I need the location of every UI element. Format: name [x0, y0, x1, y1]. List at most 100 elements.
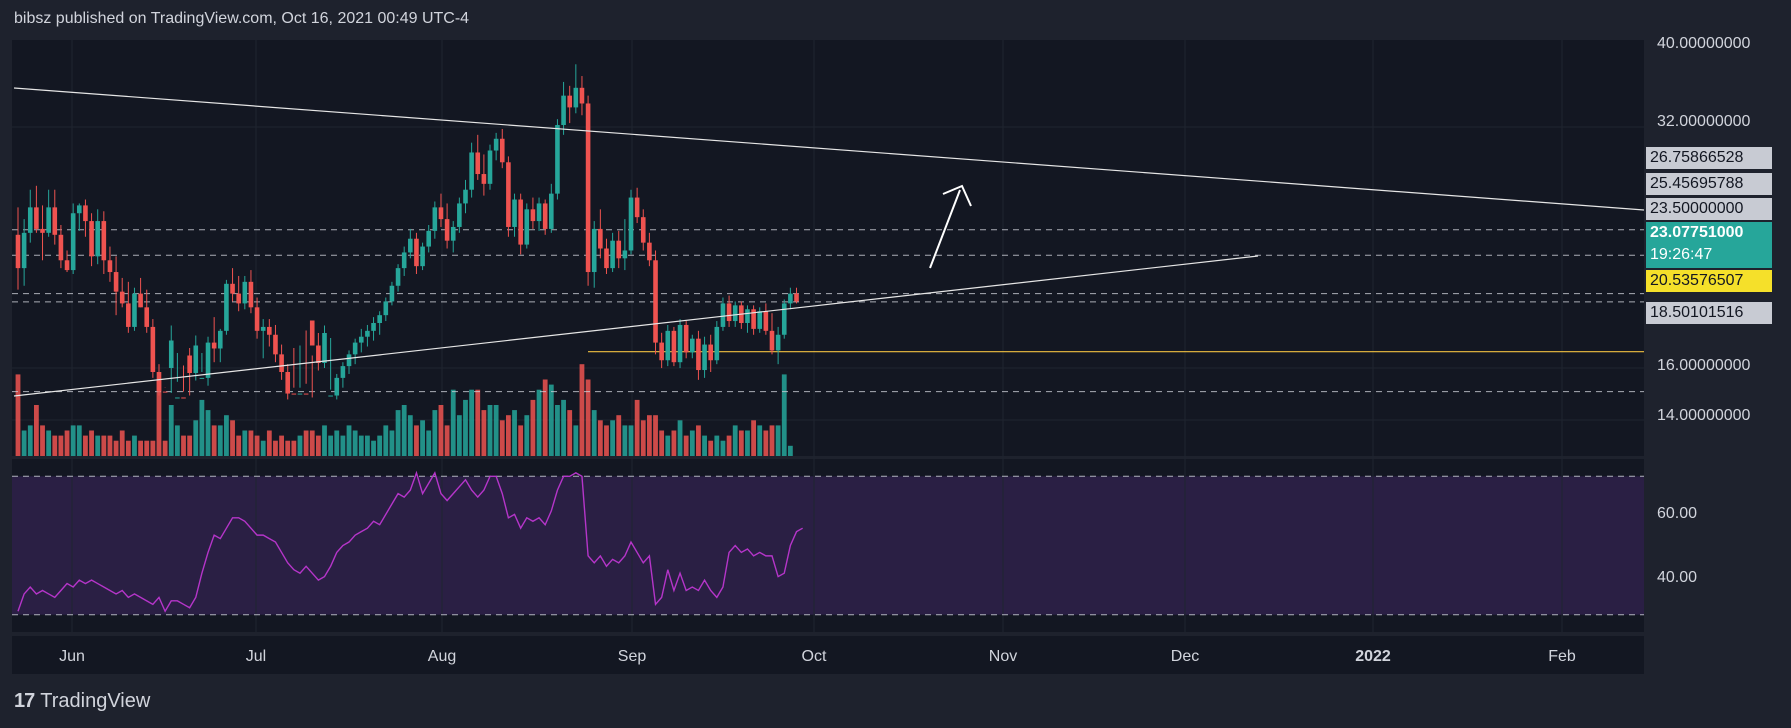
price-label-26: 26.75866528: [1646, 147, 1772, 169]
volume-bar: [751, 420, 756, 456]
candle-body: [150, 326, 156, 372]
publish-header: bibsz published on TradingView.com, Oct …: [14, 10, 470, 27]
candle-body: [389, 285, 395, 302]
candle-body: [677, 324, 683, 363]
current-price-label: 23.07751000 19:26:47: [1646, 222, 1772, 268]
candle-body: [696, 338, 701, 371]
candle-body: [438, 207, 444, 220]
candle-body: [199, 377, 205, 379]
candle-body: [303, 393, 309, 395]
volume-bar: [757, 425, 763, 456]
candle-body: [450, 226, 456, 241]
volume-bar: [174, 425, 180, 456]
volume-bar: [107, 435, 113, 456]
candle-body: [598, 228, 603, 249]
tradingview-logo[interactable]: 17 TradingView: [14, 690, 150, 713]
candle-body: [334, 377, 340, 396]
candle-body: [549, 193, 554, 229]
volume-bar: [463, 399, 468, 456]
candle-body: [132, 293, 137, 327]
volume-bar: [622, 425, 628, 456]
candle-body: [77, 205, 82, 214]
volume-bar: [76, 425, 82, 456]
volume-bar: [738, 430, 744, 456]
volume-bar: [279, 435, 284, 456]
volume-bar: [702, 435, 707, 456]
time-label: 2022: [1355, 648, 1391, 665]
candle-body: [683, 324, 689, 353]
volume-bar: [671, 430, 677, 456]
candle-body: [126, 303, 131, 327]
rsi-axis[interactable]: 60.00 40.00: [1657, 505, 1697, 586]
resistance-trendline: [13, 87, 1645, 211]
candle-body: [285, 372, 291, 394]
candle-body: [383, 301, 389, 316]
volume-bar: [530, 399, 536, 456]
candle-body: [309, 320, 315, 346]
volume-bar: [579, 364, 585, 456]
candle-body: [579, 87, 585, 104]
candle-body: [732, 305, 738, 322]
volume-bar: [193, 420, 199, 456]
volume-bar: [640, 420, 646, 456]
volume-bar: [27, 425, 33, 456]
volume-bar: [585, 379, 591, 456]
candle-body: [745, 309, 750, 323]
volume-bar: [46, 430, 52, 456]
main-pane[interactable]: [12, 40, 1644, 456]
volume-bar: [254, 435, 260, 456]
volume-bar: [616, 415, 622, 456]
candle-body: [408, 238, 413, 253]
volume-bar: [371, 440, 376, 456]
volume-bar: [610, 420, 616, 456]
candle-body: [187, 355, 192, 373]
volume-bar: [113, 440, 119, 456]
volume-bar: [144, 440, 150, 456]
projection-arrow[interactable]: [929, 184, 972, 269]
candle-body: [665, 330, 671, 361]
candle-body: [512, 199, 517, 227]
candle-body: [469, 152, 474, 190]
volume-bar: [597, 420, 603, 456]
trendlines[interactable]: [13, 87, 1645, 397]
volume-bar: [328, 435, 334, 456]
candle-body: [340, 366, 346, 378]
volume-bar: [58, 435, 64, 456]
volume-bar: [83, 435, 88, 456]
candle-body: [640, 217, 646, 243]
candle-body: [52, 207, 58, 235]
volume-bar: [187, 435, 193, 456]
candle-body: [217, 330, 223, 349]
arrow-shaft: [929, 189, 961, 269]
candle-body: [751, 309, 756, 329]
candle-body: [726, 303, 732, 322]
candle-body: [95, 221, 100, 257]
volume-bar: [665, 435, 671, 456]
candle-body: [107, 260, 113, 273]
price-axis[interactable]: 40.00000000 32.00000000 16.00000000 14.0…: [1657, 35, 1751, 424]
candle-body: [757, 311, 763, 329]
volume-bar: [365, 435, 370, 456]
volume-bar: [646, 415, 652, 456]
candle-body: [395, 268, 401, 286]
candle-body: [414, 238, 419, 267]
candle-body: [536, 203, 542, 222]
candle-body: [499, 138, 505, 163]
candle-body: [604, 248, 609, 269]
volume-bar: [506, 415, 511, 456]
volume-bar: [659, 430, 665, 456]
volume-bar: [248, 430, 254, 456]
candle-body: [248, 281, 254, 308]
candle-body: [365, 330, 370, 337]
volume-bar: [653, 415, 658, 456]
candle-body: [40, 228, 45, 233]
candle-body: [432, 207, 438, 231]
time-axis[interactable]: Jun Jul Aug Sep Oct Nov Dec 2022 Feb: [59, 648, 1576, 665]
volume-bar: [395, 410, 401, 456]
arrow-head: [942, 184, 972, 207]
candle-body: [230, 283, 235, 294]
candle-body: [561, 95, 566, 126]
volume-bar: [260, 440, 266, 456]
candle-body: [70, 213, 76, 271]
